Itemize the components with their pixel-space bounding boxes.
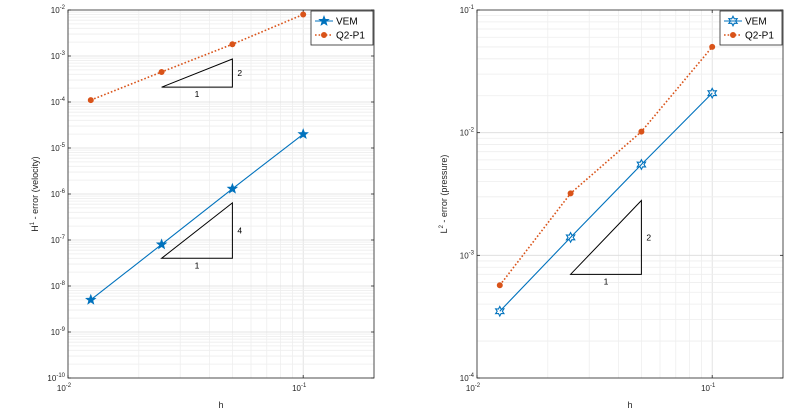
chart-pressure-error: 10-4 10-3 10-2 10-1 10-2 10-1 h L2 - error (pre… <box>439 5 784 410</box>
x-tick-label: 10-2 <box>57 383 72 393</box>
y-tick-label: 10-3 <box>460 250 475 260</box>
slope-run-label: 1 <box>195 89 200 99</box>
y-tick-label: 10-8 <box>51 281 66 291</box>
y-tick-label: 10-4 <box>51 97 66 107</box>
data-point <box>320 32 327 39</box>
data-point <box>85 293 97 305</box>
series-vem <box>494 87 718 318</box>
y-tick-label: 10-2 <box>51 5 66 15</box>
data-point <box>297 128 309 140</box>
legend-label: Q2-P1 <box>336 31 365 42</box>
slope-run-label: 1 <box>604 276 609 286</box>
series-q2-p1 <box>496 43 716 289</box>
legend: VEM Q2-P1 <box>310 10 374 46</box>
y-tick-label: 10-10 <box>47 373 65 383</box>
data-point <box>638 128 645 135</box>
y-axis-label: H1 - error (velocity) <box>30 156 40 231</box>
axes-box <box>476 9 784 379</box>
slope-triangle <box>569 199 642 275</box>
data-point <box>494 305 505 318</box>
x-axis-label: h <box>627 400 632 410</box>
legend-label: VEM <box>336 17 358 28</box>
data-point <box>226 182 239 194</box>
y-tick-label: 10-2 <box>460 128 475 138</box>
data-point <box>565 231 576 244</box>
data-point <box>300 11 307 18</box>
data-point <box>706 87 718 100</box>
slope-triangle <box>160 201 233 259</box>
data-point <box>496 282 503 289</box>
series-line <box>90 133 304 301</box>
series-line <box>499 92 713 312</box>
data-point <box>87 97 94 104</box>
slope-rise-label: 2 <box>646 232 651 242</box>
series-line <box>499 46 713 286</box>
x-axis-label: h <box>218 400 223 410</box>
legend: VEM Q2-P1 <box>719 10 783 46</box>
slope-triangle <box>161 58 233 88</box>
data-point <box>158 68 165 75</box>
legend-label: Q2-P1 <box>745 31 774 42</box>
y-axis-label: L2 - error (pressure) <box>439 155 449 234</box>
slope-run-label: 1 <box>195 260 200 270</box>
x-tick-label: 10-1 <box>701 383 716 393</box>
data-point <box>727 14 739 28</box>
y-tick-label: 10-6 <box>51 189 66 199</box>
plot-area <box>477 10 783 378</box>
legend-label: VEM <box>745 17 767 28</box>
series-vem <box>85 128 309 305</box>
slope-rise-label: 4 <box>237 226 242 236</box>
y-tick-label: 10-4 <box>460 373 475 383</box>
x-tick-label: 10-1 <box>292 383 307 393</box>
y-tick-label: 10-5 <box>51 143 66 153</box>
data-point <box>318 14 330 26</box>
slope-rise-label: 2 <box>237 68 242 78</box>
y-tick-label: 10-7 <box>51 235 66 245</box>
data-point <box>709 43 716 50</box>
data-point <box>229 41 236 48</box>
data-point <box>567 190 574 197</box>
series-q2-p1 <box>87 11 307 104</box>
legend-box <box>310 10 374 46</box>
legend-box <box>719 10 783 46</box>
x-tick-label: 10-2 <box>466 383 481 393</box>
y-tick-label: 10-9 <box>51 327 66 337</box>
data-point <box>730 32 737 39</box>
data-point <box>155 238 168 250</box>
y-tick-label: 10-1 <box>460 5 475 15</box>
y-tick-label: 10-3 <box>51 51 66 61</box>
chart-velocity-error: 10-10 10-9 10-8 10-7 10-6 10-5 10-4 10-3 10-2 10-… <box>30 5 375 410</box>
data-point <box>636 158 647 171</box>
